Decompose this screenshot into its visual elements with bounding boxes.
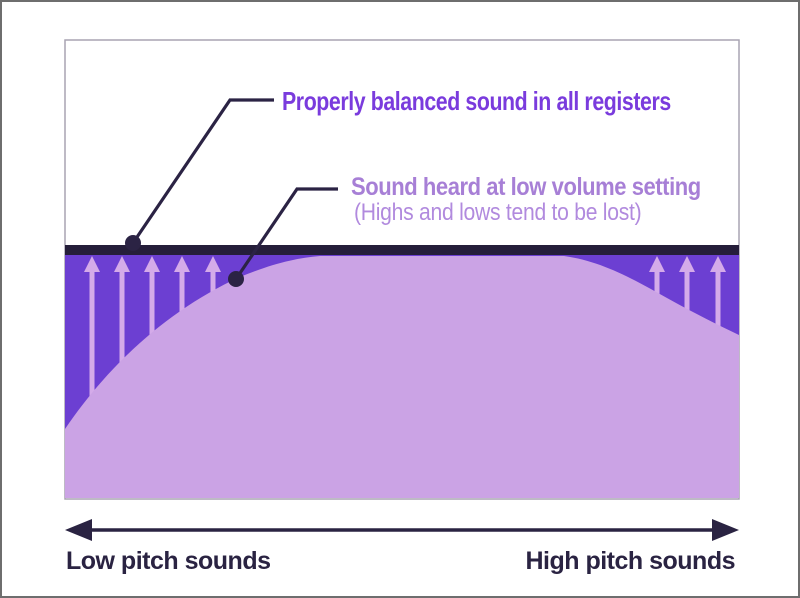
- low-volume-label: Sound heard at low volume setting: [351, 173, 701, 201]
- balanced-leader-line: [131, 98, 274, 244]
- high-pitch-axis-label: High pitch sounds: [525, 547, 735, 575]
- low-volume-region: [65, 256, 739, 498]
- arrowhead-right-icon: [712, 519, 739, 541]
- balanced-annotation-dot: [125, 235, 141, 251]
- leader-dots: [125, 235, 244, 287]
- low-volume-sublabel: (Highs and lows tend to be lost): [354, 199, 642, 226]
- up-arrow-icon: [84, 256, 100, 494]
- balanced-sound-line: [65, 245, 739, 255]
- low-pitch-axis-label: Low pitch sounds: [66, 547, 271, 575]
- low-volume-leader-line: [234, 187, 338, 280]
- low-volume-annotation-dot: [228, 271, 244, 287]
- balanced-sound-label: Properly balanced sound in all registers: [282, 86, 671, 116]
- leader-lines: [131, 98, 338, 280]
- arrowhead-left-icon: [65, 519, 92, 541]
- double-arrow-icon: [65, 519, 739, 541]
